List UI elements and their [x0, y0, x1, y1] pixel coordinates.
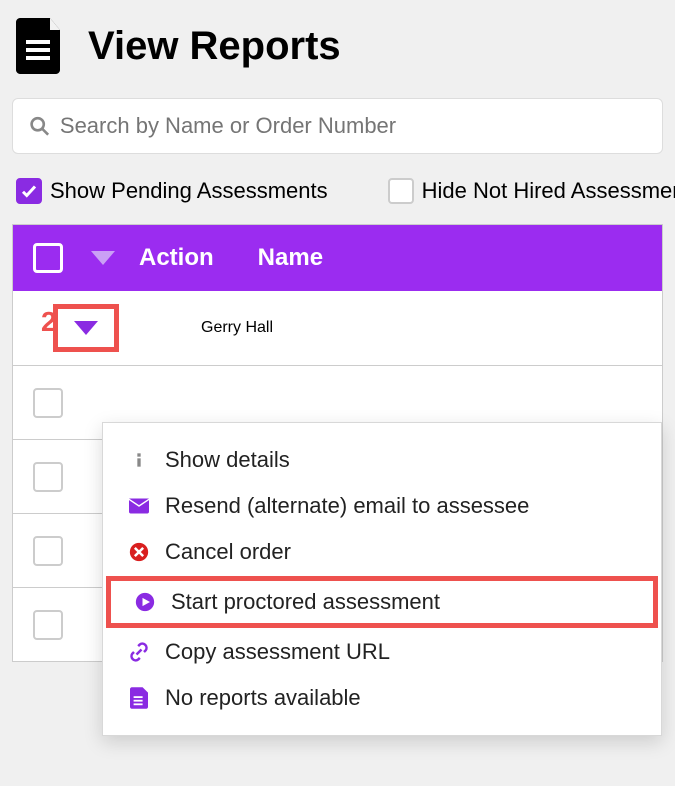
filter-hide-not-hired-label: Hide Not Hired Assessments — [422, 178, 675, 204]
menu-no-reports: No reports available — [103, 675, 661, 721]
checkbox-hide-not-hired[interactable] — [388, 178, 414, 204]
play-icon — [133, 592, 157, 612]
filter-hide-not-hired[interactable]: Hide Not Hired Assessments — [388, 178, 675, 204]
annotation-step-number: 2 — [41, 306, 57, 338]
search-wrap — [12, 98, 663, 154]
action-dropdown-menu: Show details Resend (alternate) email to… — [102, 422, 662, 736]
menu-label: Show details — [165, 447, 290, 473]
menu-show-details[interactable]: Show details — [103, 437, 661, 483]
row-checkbox[interactable] — [33, 388, 63, 418]
menu-start-proctored[interactable]: Start proctored assessment — [109, 579, 655, 625]
menu-resend-email[interactable]: Resend (alternate) email to assessee — [103, 483, 661, 529]
search-input[interactable] — [60, 113, 646, 139]
filter-show-pending-label: Show Pending Assessments — [50, 178, 328, 204]
link-icon — [127, 642, 151, 662]
filter-show-pending[interactable]: Show Pending Assessments — [16, 178, 328, 204]
row-checkbox[interactable] — [33, 610, 63, 640]
row-checkbox[interactable] — [33, 462, 63, 492]
doc-icon — [127, 687, 151, 709]
info-icon — [127, 450, 151, 470]
row-name: Gerry Hall — [201, 319, 273, 337]
action-dropdown-trigger[interactable] — [74, 321, 98, 335]
page-title: View Reports — [88, 24, 341, 69]
row-checkbox[interactable] — [33, 536, 63, 566]
menu-label: Cancel order — [165, 539, 291, 565]
table-row: 2 Gerry Hall — [13, 291, 662, 365]
envelope-icon — [127, 498, 151, 514]
menu-label: Resend (alternate) email to assessee — [165, 493, 529, 519]
document-icon — [16, 18, 64, 74]
annotation-highlight-dropdown — [53, 304, 119, 352]
checkbox-show-pending[interactable] — [16, 178, 42, 204]
column-name[interactable]: Name — [258, 244, 323, 272]
column-action[interactable]: Action — [139, 244, 214, 272]
filter-row: Show Pending Assessments Hide Not Hired … — [0, 178, 675, 224]
menu-cancel-order[interactable]: Cancel order — [103, 529, 661, 575]
page-header: View Reports — [0, 0, 675, 98]
table-header: Action Name — [13, 225, 662, 291]
menu-label: Start proctored assessment — [171, 589, 440, 615]
select-all-checkbox[interactable] — [33, 243, 63, 273]
menu-copy-url[interactable]: Copy assessment URL — [103, 629, 661, 675]
sort-icon[interactable] — [91, 251, 115, 265]
menu-label: Copy assessment URL — [165, 639, 390, 665]
search-icon — [29, 115, 50, 137]
cancel-icon — [127, 542, 151, 562]
search-box[interactable] — [12, 98, 663, 154]
menu-label: No reports available — [165, 685, 361, 711]
